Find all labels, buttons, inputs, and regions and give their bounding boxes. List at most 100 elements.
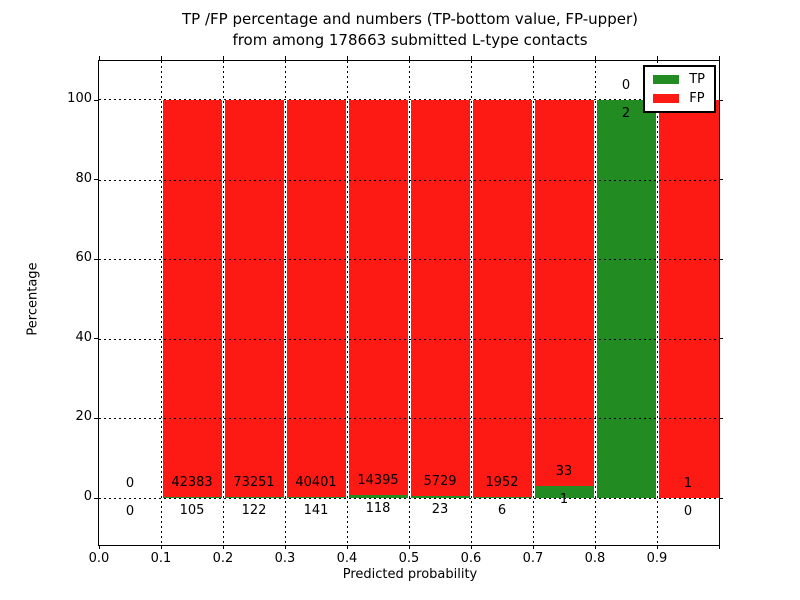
bar-tp-segment (223, 497, 285, 498)
legend: TP FP (643, 65, 716, 113)
y-tick-label: 40 (75, 329, 92, 345)
y-axis-tick-left (94, 99, 98, 101)
x-axis-tick-bottom (284, 545, 286, 549)
x-tick-label: 0.2 (212, 551, 234, 566)
tp-count-label: 1 (559, 492, 569, 507)
bar-fp-segment (533, 100, 595, 486)
gridline-horizontal (99, 179, 719, 181)
x-tick-label: 0.3 (274, 551, 296, 566)
gridline-vertical (159, 61, 163, 545)
tp-count-label: 0 (125, 504, 135, 519)
x-tick-label: 0.4 (336, 551, 358, 566)
bar-fp-segment (223, 100, 285, 497)
x-tick-label: 0.1 (150, 551, 172, 566)
x-tick-label: 0.0 (88, 551, 110, 566)
bar-fp-segment (471, 100, 533, 497)
x-axis-tick-top (98, 56, 100, 60)
tp-count-label: 0 (683, 504, 693, 519)
fp-count-label: 73251 (233, 475, 275, 490)
x-axis-tick-top (470, 56, 472, 60)
tp-count-label: 23 (431, 502, 449, 517)
tp-count-label: 6 (497, 503, 507, 518)
tp-count-label: 105 (179, 503, 205, 518)
gridline-vertical (221, 61, 225, 545)
x-axis-tick-bottom (98, 545, 100, 549)
fp-count-label: 42383 (171, 475, 213, 490)
fp-count-label: 0 (125, 476, 135, 491)
bar-fp-segment (347, 100, 409, 495)
x-axis-tick-bottom (346, 545, 348, 549)
y-axis-tick-left (94, 338, 98, 340)
gridline-vertical (469, 61, 473, 545)
x-tick-label: 0.9 (646, 551, 668, 566)
x-axis-tick-bottom (532, 545, 534, 549)
tp-legend-label: TP (689, 72, 705, 87)
x-axis-tick-top (532, 56, 534, 60)
x-axis-tick-top (160, 56, 162, 60)
fp-count-label: 1 (683, 476, 693, 491)
y-tick-label: 20 (75, 409, 92, 425)
bar-fp-segment (657, 100, 719, 498)
gridline-horizontal (99, 99, 719, 100)
chart-title-line2: from among 178663 submitted L-type conta… (232, 31, 588, 49)
y-axis-label: Percentage (25, 262, 41, 336)
y-axis-tick-right (719, 497, 723, 499)
gridline-vertical (655, 61, 659, 545)
fp-legend-swatch (653, 94, 680, 103)
y-axis-tick-left (94, 258, 98, 260)
fp-legend-label: FP (689, 91, 705, 106)
bar-tp-segment (161, 497, 223, 498)
bar-fp-segment (409, 100, 471, 496)
gridline-vertical (407, 61, 411, 545)
x-axis-tick-bottom (656, 545, 658, 549)
fp-count-label: 1952 (485, 475, 519, 490)
gridline-vertical (531, 61, 535, 545)
gridline-horizontal (99, 259, 719, 261)
bar-tp-segment (409, 496, 471, 498)
x-axis-tick-bottom (222, 545, 224, 549)
y-axis-tick-left (94, 179, 98, 181)
legend-item-tp: TP (653, 73, 705, 86)
y-axis-tick-right (719, 99, 723, 101)
x-axis-tick-top (222, 56, 224, 60)
x-axis-tick-top (346, 56, 348, 60)
fp-count-label: 40401 (295, 475, 337, 490)
fp-count-label: 14395 (357, 473, 399, 488)
tp-legend-swatch (653, 75, 680, 84)
legend-item-fp: FP (653, 92, 705, 105)
x-axis-tick-top (656, 56, 658, 60)
gridline-vertical (345, 61, 349, 545)
x-axis-tick-top (718, 56, 720, 60)
y-axis-tick-left (94, 417, 98, 419)
bar-tp-segment (595, 100, 657, 498)
x-axis-tick-top (594, 56, 596, 60)
tp-count-label: 141 (303, 503, 329, 518)
x-axis-tick-top (408, 56, 410, 60)
x-axis-tick-bottom (594, 545, 596, 549)
x-axis-tick-bottom (470, 545, 472, 549)
tp-count-label: 2 (621, 106, 631, 121)
plot-area: TP FP 0 0 42383 105 73251 122 40401 141 14395 118… (67, 56, 723, 566)
x-axis-tick-bottom (408, 545, 410, 549)
tp-count-label: 118 (365, 501, 391, 516)
bar-fp-segment (161, 100, 223, 497)
x-tick-label: 0.8 (584, 551, 606, 566)
gridline-horizontal (99, 418, 719, 420)
x-tick-label: 0.5 (398, 551, 420, 566)
y-axis-tick-right (719, 258, 723, 260)
gridline-horizontal (99, 498, 719, 499)
x-axis-tick-top (284, 56, 286, 60)
chart-title-line1: TP /FP percentage and numbers (TP-bottom… (182, 10, 638, 28)
x-axis-label: Predicted probability (342, 567, 478, 582)
y-tick-label: 80 (75, 170, 92, 186)
bar-tp-segment (533, 486, 595, 498)
x-tick-label: 0.6 (460, 551, 482, 566)
x-axis-tick-bottom (160, 545, 162, 549)
y-tick-label: 0 (83, 489, 92, 504)
gridline-vertical (593, 61, 597, 545)
y-axis-tick-right (719, 179, 723, 181)
y-tick-label: 60 (75, 250, 92, 266)
bar-fp-segment (285, 100, 347, 497)
fp-count-label: 33 (555, 464, 573, 479)
